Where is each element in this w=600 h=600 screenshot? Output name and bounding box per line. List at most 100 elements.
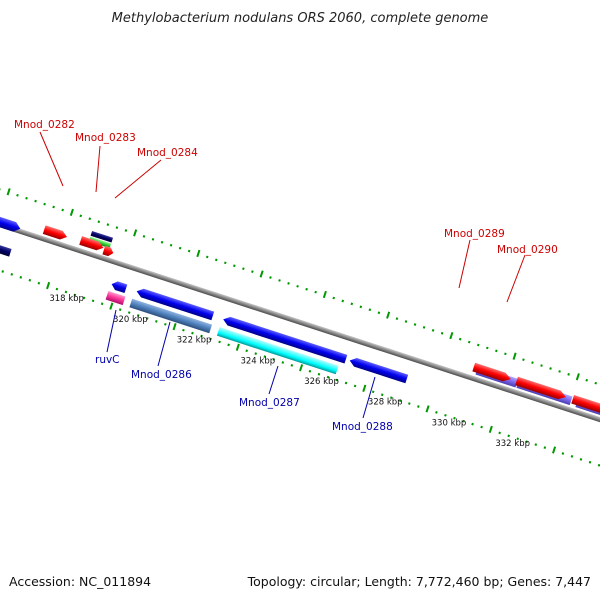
gene-mnod-0283[interactable]	[79, 236, 105, 252]
tick-mark-bottom	[10, 273, 14, 276]
label-mnod-0286[interactable]: Mnod_0286	[131, 369, 192, 381]
genome-backbone	[0, 212, 600, 434]
gene-navy-fragment[interactable]	[90, 231, 114, 243]
tick-mark-bottom	[507, 434, 510, 438]
gene-blue-small[interactable]	[110, 280, 128, 294]
tick-mark-top	[151, 237, 155, 241]
tick-mark-bottom	[498, 431, 501, 435]
tick-mark-top	[52, 205, 55, 209]
gene-navy-left-edge[interactable]	[0, 236, 12, 257]
tick-mark-top	[431, 328, 435, 332]
tick-mark-bottom	[172, 323, 177, 331]
tick-mark-bottom	[191, 331, 194, 335]
label-mnod-0288[interactable]: Mnod_0288	[332, 421, 393, 433]
tick-mark-bottom	[146, 317, 149, 320]
tick-mark-bottom	[344, 381, 348, 385]
gene-mnod-0286[interactable]	[129, 298, 213, 334]
label-mnod-0287[interactable]: Mnod_0287	[239, 397, 300, 409]
label-ruvc[interactable]: ruvC	[95, 354, 120, 366]
tick-mark-top	[187, 249, 191, 253]
tick-mark-top	[377, 311, 381, 315]
tick-mark-top	[287, 282, 290, 285]
gene-blue-reverse-1[interactable]	[135, 287, 215, 321]
accession-text: Accession: NC_011894	[9, 574, 151, 589]
label-mnod-0290[interactable]: Mnod_0290	[497, 244, 558, 256]
tick-mark-top	[106, 223, 110, 227]
gene-mnod-0284[interactable]	[102, 245, 114, 258]
tick-mark-top	[16, 193, 19, 197]
tick-mark-top	[594, 381, 598, 385]
tick-mark-top	[486, 346, 489, 350]
gene-mnod-0282[interactable]	[42, 225, 69, 241]
tick-mark-bottom	[561, 452, 565, 455]
label-mnod-0289[interactable]: Mnod_0289	[444, 228, 505, 240]
gene-labels-bottom: ruvC Mnod_0286 Mnod_0287 Mnod_0288	[95, 309, 393, 433]
tick-mark-top	[269, 276, 272, 279]
tick-mark-top	[549, 367, 552, 370]
tick-mark-top	[160, 240, 164, 244]
gene-blue-reverse-2[interactable]	[222, 315, 348, 364]
tick-mark-top	[413, 323, 417, 326]
tick-mark-top	[69, 208, 74, 216]
tick-mark-bottom	[1, 270, 5, 273]
tick-mark-top	[368, 308, 372, 312]
gene-blue-left-edge[interactable]	[0, 214, 22, 234]
gene-red-0290b[interactable]	[515, 376, 567, 402]
tick-mark-bottom	[281, 361, 285, 364]
tick-mark-top	[178, 246, 182, 250]
kbp-label: 326 kbp	[304, 377, 339, 387]
tick-mark-bottom	[488, 425, 493, 434]
gene-mnod-0287[interactable]	[216, 327, 339, 375]
tick-mark-top	[404, 320, 408, 323]
tick-mark-top	[575, 373, 580, 381]
kbp-label: 332 kbp	[495, 439, 530, 449]
tick-mark-bottom	[408, 402, 411, 405]
gene-labels-top: Mnod_0282 Mnod_0283 Mnod_0284 Mnod_0289 …	[14, 119, 558, 303]
gene-ruvc[interactable]	[105, 290, 126, 306]
label-mnod-0284[interactable]: Mnod_0284	[137, 147, 198, 159]
tick-mark-bottom	[471, 422, 474, 426]
topology-text: Topology: circular; Length: 7,772,460 bp…	[247, 574, 591, 589]
tick-row-bottom	[1, 270, 600, 467]
tick-mark-bottom	[326, 375, 330, 379]
tick-mark-top	[332, 296, 336, 300]
tick-mark-top	[0, 188, 1, 191]
tick-mark-bottom	[417, 405, 420, 408]
gene-mnod-0288[interactable]	[348, 356, 409, 384]
kbp-label: 324 kbp	[240, 356, 275, 366]
tick-mark-bottom	[245, 349, 248, 353]
tick-mark-top	[314, 290, 317, 294]
tick-mark-top	[386, 311, 391, 319]
tick-mark-top	[61, 208, 64, 212]
tick-mark-bottom	[127, 311, 131, 314]
tick-mark-top	[115, 226, 119, 229]
tick-mark-top	[504, 352, 507, 356]
tick-mark-bottom	[398, 399, 402, 402]
tick-mark-top	[205, 255, 209, 259]
tick-mark-top	[467, 340, 471, 344]
tick-mark-bottom	[155, 320, 158, 323]
tick-mark-bottom	[480, 425, 483, 429]
tick-mark-top	[233, 264, 236, 268]
label-mnod-0282[interactable]: Mnod_0282	[14, 119, 75, 131]
gene-green-fragment[interactable]	[88, 236, 112, 249]
tick-mark-top	[196, 249, 201, 258]
tick-mark-top	[540, 364, 543, 367]
tick-mark-top	[531, 361, 534, 364]
kbp-label: 330 kbp	[432, 418, 467, 428]
gene-red-0289b[interactable]	[472, 362, 512, 384]
kbp-label: 320 kbp	[113, 315, 148, 325]
tick-mark-top	[124, 229, 128, 232]
tick-mark-top	[242, 267, 245, 271]
tick-mark-top	[79, 214, 83, 218]
tick-mark-bottom	[100, 302, 104, 306]
tick-mark-bottom	[209, 337, 212, 341]
tick-mark-top	[6, 188, 11, 196]
label-mnod-0283[interactable]: Mnod_0283	[75, 132, 136, 144]
tick-mark-bottom	[543, 446, 547, 449]
tick-mark-bottom	[73, 293, 77, 297]
tick-mark-bottom	[516, 437, 520, 441]
gene-red-right[interactable]	[571, 394, 600, 423]
kbp-label: 322 kbp	[177, 336, 212, 346]
tick-mark-bottom	[109, 302, 114, 310]
